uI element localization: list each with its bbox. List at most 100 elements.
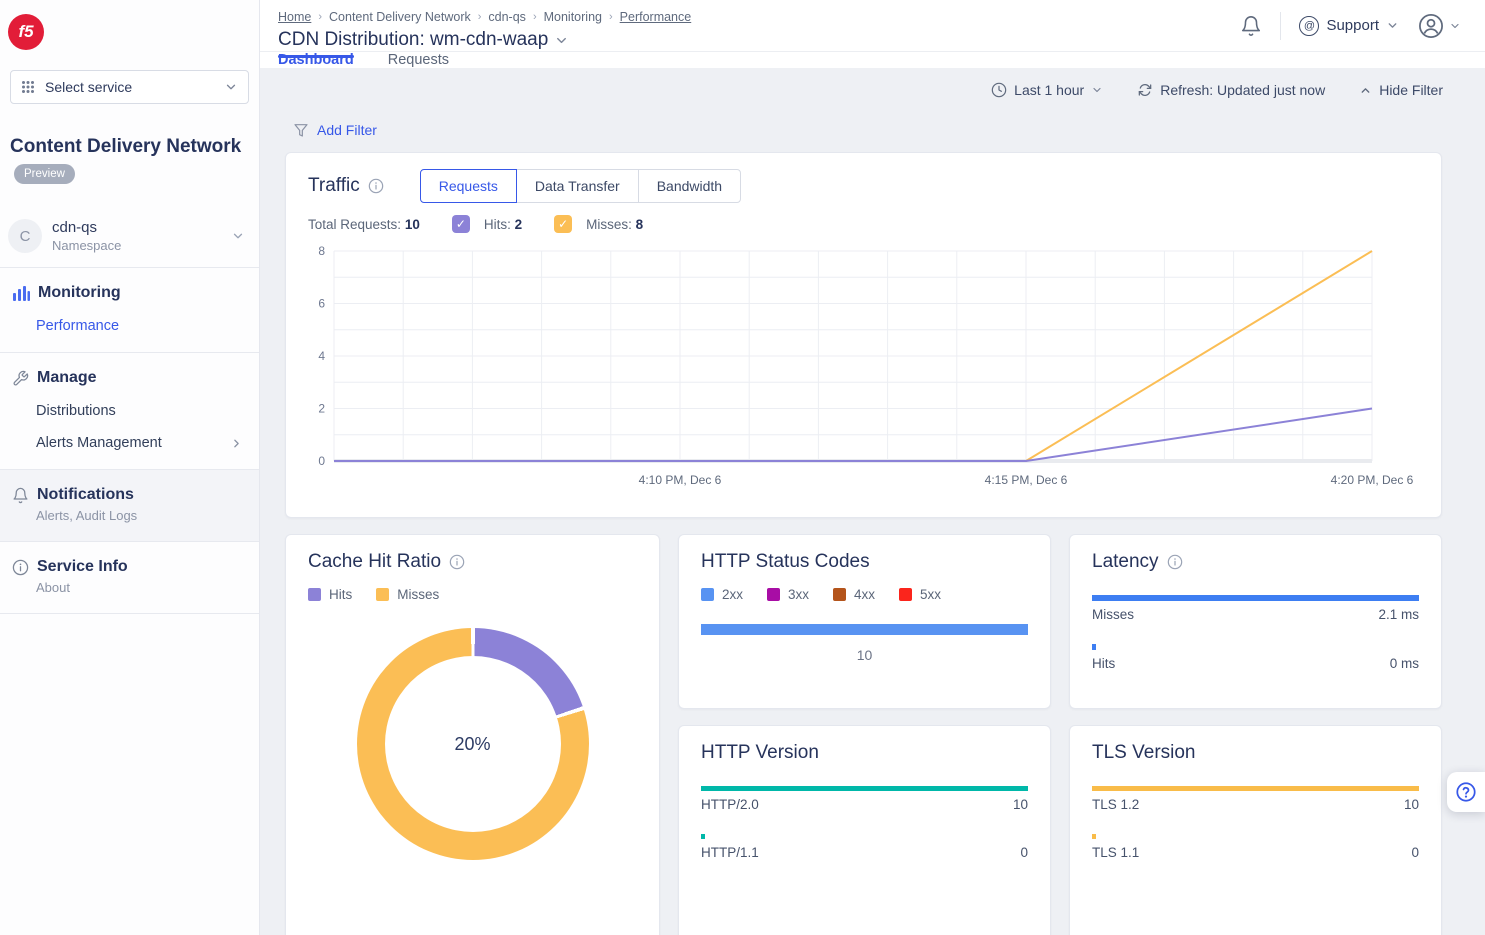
legend-item-2xx: 2xx <box>701 587 743 602</box>
metric-bar[interactable] <box>1092 644 1096 650</box>
support-menu[interactable]: @ Support <box>1299 16 1399 36</box>
refresh-icon <box>1137 82 1153 98</box>
traffic-view-bandwidth[interactable]: Bandwidth <box>638 169 741 203</box>
http-version-title: HTTP Version <box>701 742 819 764</box>
latency-title: Latency <box>1092 551 1159 573</box>
traffic-line-chart[interactable]: 024684:10 PM, Dec 64:15 PM, Dec 64:20 PM… <box>308 241 1422 491</box>
tab-requests[interactable]: Requests <box>388 52 449 68</box>
tab-dashboard[interactable]: Dashboard <box>278 52 354 68</box>
sidebar-item-alerts-management[interactable]: Alerts Management <box>36 435 243 451</box>
metric-label: HTTP/1.1 <box>701 845 759 860</box>
add-filter-button[interactable]: Add Filter <box>293 122 1443 138</box>
help-button[interactable] <box>1447 772 1485 812</box>
sidebar-item-monitoring[interactable]: Monitoring <box>38 284 121 302</box>
info-icon[interactable] <box>368 178 384 194</box>
select-service-dropdown[interactable]: Select service <box>10 70 249 104</box>
hits-checkbox[interactable]: ✓ <box>452 215 470 233</box>
wrench-icon <box>12 370 29 387</box>
notifications-bell-icon[interactable] <box>1240 15 1262 37</box>
sidebar-item-performance[interactable]: Performance <box>36 318 243 334</box>
metric-value: 10 <box>1013 797 1028 812</box>
info-icon[interactable] <box>1167 554 1183 570</box>
sidebar-item-distributions[interactable]: Distributions <box>36 403 243 419</box>
metric-value: 2.1 ms <box>1378 607 1419 622</box>
traffic-view-requests[interactable]: Requests <box>420 169 517 203</box>
product-title: Content Delivery Network Preview <box>10 134 245 187</box>
breadcrumb-item[interactable]: Content Delivery Network <box>329 10 471 24</box>
cache-hit-ratio-donut[interactable]: 20% <box>357 628 589 860</box>
metric-value: 0 ms <box>1390 656 1419 671</box>
info-icon[interactable] <box>449 554 465 570</box>
sidebar-item-notifications[interactable]: Notifications <box>37 486 134 504</box>
refresh-button[interactable]: Refresh: Updated just now <box>1137 82 1325 98</box>
total-requests-stat: Total Requests: 10 <box>308 217 420 232</box>
svg-text:4: 4 <box>318 349 325 363</box>
f5-logo: f5 <box>8 14 44 50</box>
status-2xx-bar[interactable] <box>701 624 1028 635</box>
cache-hit-ratio-card: Cache Hit Ratio Hits Misses 20% <box>285 534 660 935</box>
sidebar-item-service-info[interactable]: Service Info <box>37 558 128 576</box>
metric-label: Misses <box>1092 607 1134 622</box>
sidebar-item-manage[interactable]: Manage <box>37 369 97 387</box>
legend-item-misses: Misses <box>376 587 439 602</box>
metric-label: TLS 1.2 <box>1092 797 1139 812</box>
metric-label: Hits <box>1092 656 1115 671</box>
traffic-card: Traffic RequestsData TransferBandwidth T… <box>285 152 1442 518</box>
sidebar-section-notifications[interactable]: Notifications Alerts, Audit Logs <box>0 470 259 541</box>
http-status-codes-card: HTTP Status Codes 2xx3xx4xx5xx 10 <box>678 534 1051 709</box>
namespace-type: Namespace <box>52 238 121 253</box>
legend-swatch <box>308 588 321 601</box>
metric-bar[interactable] <box>1092 595 1419 601</box>
cache-hit-ratio-legend: Hits Misses <box>308 587 637 602</box>
misses-stat: Misses: 8 <box>586 217 643 232</box>
breadcrumb-item[interactable]: cdn-qs <box>488 10 526 24</box>
tls-version-title: TLS Version <box>1092 742 1196 764</box>
chevron-down-icon <box>224 80 238 94</box>
sidebar-section-manage: Manage Distributions Alerts Management <box>0 353 259 469</box>
svg-text:2: 2 <box>318 402 325 416</box>
misses-checkbox[interactable]: ✓ <box>554 215 572 233</box>
legend-swatch <box>899 588 912 601</box>
cache-hit-ratio-value: 20% <box>454 734 490 755</box>
page-title: CDN Distribution: wm-cdn-waap <box>278 29 548 51</box>
time-range-selector[interactable]: Last 1 hour <box>991 82 1103 98</box>
svg-text:6: 6 <box>318 297 325 311</box>
sidebar-section-service-info[interactable]: Service Info About <box>0 542 259 613</box>
select-service-label: Select service <box>45 79 214 95</box>
legend-item-hits: Hits <box>308 587 352 602</box>
chevron-down-icon <box>1449 20 1461 32</box>
preview-badge: Preview <box>14 164 75 184</box>
breadcrumb-item[interactable]: Monitoring <box>544 10 602 24</box>
traffic-title: Traffic <box>308 175 360 197</box>
cache-hit-ratio-title: Cache Hit Ratio <box>308 551 441 573</box>
top-header: Home › Content Delivery Network › cdn-qs › Mon… <box>260 0 1485 52</box>
metric-bar[interactable] <box>701 834 705 839</box>
legend-swatch <box>376 588 389 601</box>
breadcrumb-separator: › <box>533 11 537 23</box>
breadcrumb-item[interactable]: Performance <box>620 10 692 24</box>
account-menu[interactable] <box>1417 12 1461 40</box>
metric-label: TLS 1.1 <box>1092 845 1139 860</box>
namespace-selector[interactable]: C cdn-qs Namespace <box>0 209 259 267</box>
svg-text:0: 0 <box>318 454 325 468</box>
latency-card: Latency Misses 2.1 ms Hits 0 ms <box>1069 534 1442 709</box>
info-icon <box>12 559 29 576</box>
http-status-codes-legend: 2xx3xx4xx5xx <box>701 587 1028 602</box>
sidebar: f5 Select service Content Delivery Netwo… <box>0 0 260 935</box>
breadcrumb-separator: › <box>318 11 322 23</box>
hide-filter-toggle[interactable]: Hide Filter <box>1359 82 1443 98</box>
traffic-view-switcher: RequestsData TransferBandwidth <box>420 169 741 203</box>
question-mark-icon <box>1455 781 1477 803</box>
metric-row-http-1-1: HTTP/1.10 <box>701 834 1028 860</box>
http-status-codes-title: HTTP Status Codes <box>701 551 870 573</box>
title-chevron-down-icon[interactable] <box>554 33 569 48</box>
metric-bar[interactable] <box>1092 786 1419 791</box>
tls-version-card: TLS Version TLS 1.210TLS 1.10 <box>1069 725 1442 935</box>
metric-bar[interactable] <box>701 786 1028 791</box>
service-info-subtitle: About <box>36 580 243 595</box>
breadcrumb-item[interactable]: Home <box>278 10 311 24</box>
traffic-view-data-transfer[interactable]: Data Transfer <box>516 169 639 203</box>
breadcrumb-separator: › <box>478 11 482 23</box>
metric-bar[interactable] <box>1092 834 1096 839</box>
chevron-down-icon <box>1386 19 1399 32</box>
